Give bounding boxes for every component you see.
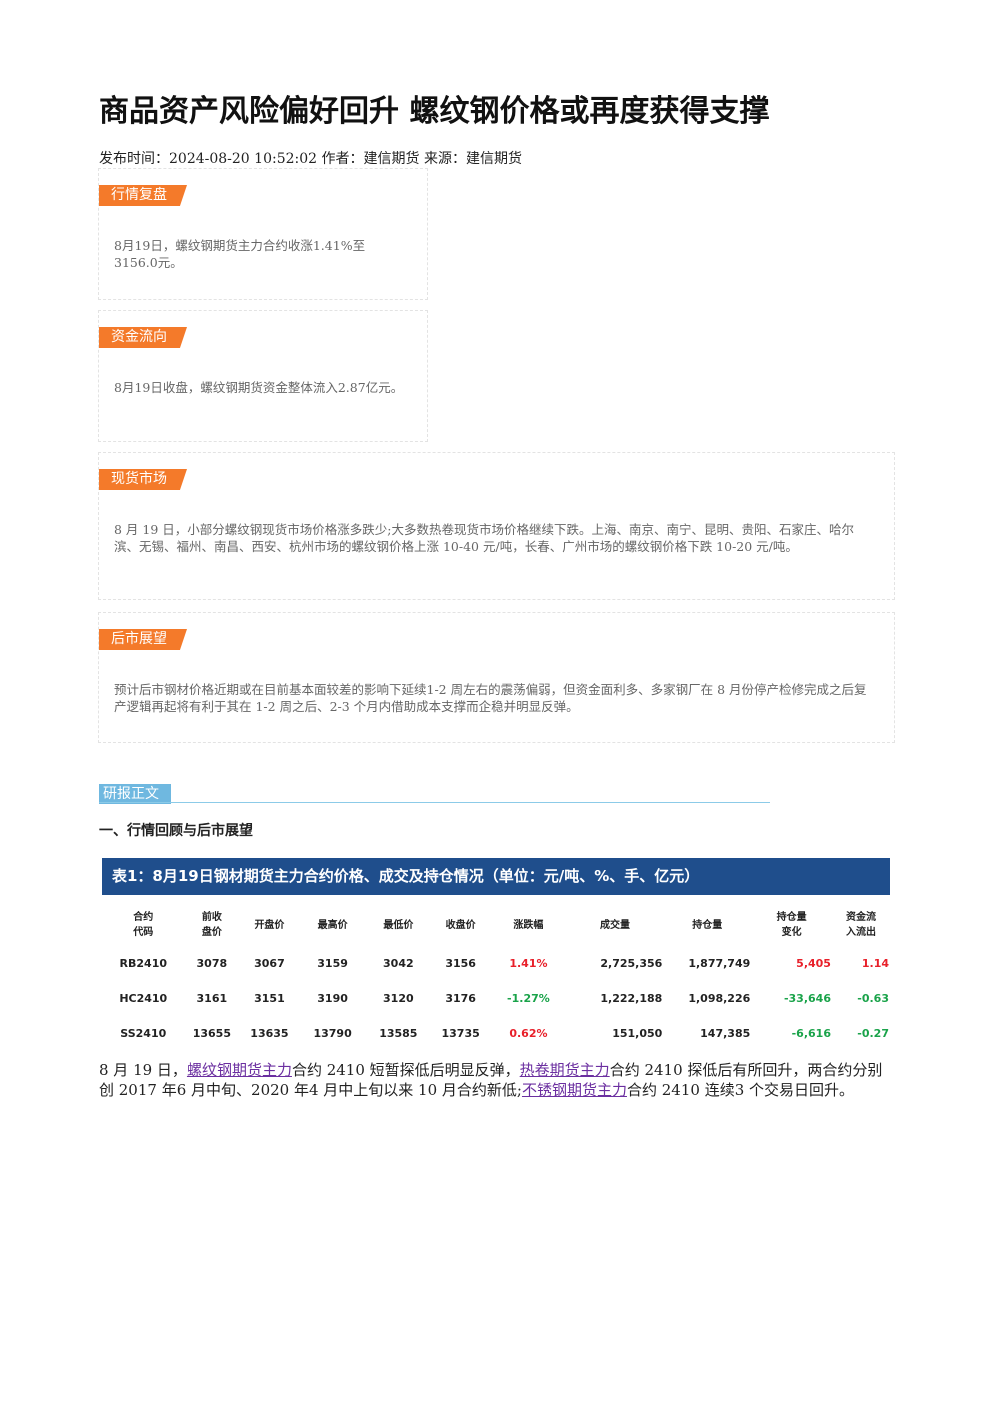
table-cell: 151,050 [612,1027,663,1040]
table-cell: -0.63 [857,992,889,1005]
text: 合约 2410 短暂探低后明显反弹， [291,1061,520,1079]
table-cell: -0.27 [857,1027,889,1040]
section-tag: 资金流向 [99,327,187,348]
link[interactable]: 不锈钢期货主力 [521,1081,627,1099]
section-text: 预计后市钢材价格近期或在目前基本面较差的影响下延续1-2 周左右的震荡偏弱，但资… [114,682,867,714]
table-cell: 3151 [254,992,285,1005]
table-cell: 3161 [196,992,228,1005]
table-cell: HC2410 [119,992,168,1005]
table-cell: 3176 [445,992,476,1005]
report-tag: 研报正文 [99,784,171,804]
table-cell: -1.27% [507,992,550,1005]
report-heading: 一、行情回顾与后市展望 [99,823,253,839]
table-cell: 3120 [383,992,414,1005]
column-header: 成交量 [600,919,631,931]
table-cell: 2,725,356 [600,957,663,970]
table-cell: 13790 [313,1027,352,1040]
column-header: 最高价 [317,919,348,931]
column-header: 最低价 [383,919,414,931]
table-cell: 1.41% [509,957,548,970]
column-header: 收盘价 [445,919,476,931]
table-cell: 13655 [192,1027,231,1040]
divider [99,802,770,803]
link[interactable]: 热卷期货主力 [519,1061,610,1079]
table-cell: SS2410 [120,1027,167,1040]
section-text: 8月19日收盘，螺纹钢期货资金整体流入2.87亿元。 [114,380,404,395]
section-box: 行情复盘 8月19日，螺纹钢期货主力合约收涨1.41%至3156.0元。 [98,168,428,300]
section-box: 资金流向 8月19日收盘，螺纹钢期货资金整体流入2.87亿元。 [98,310,428,442]
header-row: 合约 代码 前收 盘价 开盘价 最高价 最低价 收盘价 涨跌幅 成交量 持仓量 持仓量 变化 资金流… [102,900,890,946]
table-cell: 147,385 [700,1027,751,1040]
section-tag: 行情复盘 [99,185,187,206]
table-caption: 表1：8月19日钢材期货主力合约价格、成交及持仓情况（单位：元/吨、%、手、亿元… [102,858,890,895]
text: 8 月 19 日， [99,1061,187,1079]
table-cell: 3078 [196,957,228,970]
meta: 发布时间：2024-08-20 10:52:02 作者：建信期货 来源：建信期货 [99,151,522,167]
table-cell: 3067 [254,957,285,970]
section-tag: 现货市场 [99,469,187,490]
column-header: 持仓量 变化 [776,912,807,938]
title: 商品资产风险偏好回升 螺纹钢价格或再度获得支撑 [99,94,770,129]
table-cell: 5,405 [796,957,831,970]
column-header: 前收 盘价 [201,912,222,938]
table-cell: RB2410 [119,957,168,970]
table-row: RB2410 3078 3067 3159 3042 3156 1.41% 2,725,356… [102,946,890,981]
section-text: 8月19日，螺纹钢期货主力合约收涨1.41%至3156.0元。 [114,238,366,270]
section-text: 8 月 19 日，小部分螺纹钢现货市场价格涨多跌少;大多数热卷现货市场价格继续下… [114,522,854,554]
table-body: RB2410 3078 3067 3159 3042 3156 1.41% 2,725,356… [102,946,890,1051]
section-tag: 后市展望 [99,629,187,650]
column-header: 涨跌幅 [513,919,544,931]
paragraph: 8 月 19 日，螺纹钢期货主力合约 2410 短暂探低后明显反弹，热卷期货主力… [99,1060,891,1100]
column-header: 资金流 入流出 [845,912,876,938]
table-cell: 13585 [379,1027,418,1040]
section-box: 现货市场 8 月 19 日，小部分螺纹钢现货市场价格涨多跌少;大多数热卷现货市场价… [98,452,895,600]
table-cell: 0.62% [509,1027,548,1040]
table-cell: -6,616 [791,1027,831,1040]
table-row: SS2410 13655 13635 13790 13585 13735 0.62% 151,… [102,1016,890,1051]
data-table: 合约 代码 前收 盘价 开盘价 最高价 最低价 收盘价 涨跌幅 成交量 持仓量 持仓量 变化 资金流… [102,900,890,1051]
table-cell: 3190 [317,992,348,1005]
table-row: HC2410 3161 3151 3190 3120 3176 -1.27% 1,222,18… [102,981,890,1016]
table-cell: 3159 [317,957,348,970]
section-box: 后市展望预计后市钢材价格近期或在目前基本面较差的影响下延续1-2 周左右的震荡偏… [98,612,895,743]
table-cell: 13635 [250,1027,289,1040]
table-cell: 1,222,188 [600,992,663,1005]
table-cell: 13735 [441,1027,480,1040]
text: 合约 2410 连续3 个交易日回升。 [626,1081,855,1099]
table-cell: 1.14 [861,957,889,970]
text: 合约 2410 探低后有所回升，两合约分别创 2017 年6 月中旬、2020 … [99,1061,883,1099]
table-cell: 1,877,749 [688,957,751,970]
link[interactable]: 螺纹钢期货主力 [186,1061,292,1079]
table-cell: 1,098,226 [688,992,751,1005]
table-cell: 3042 [383,957,414,970]
column-header: 合约 代码 [133,912,154,938]
table-cell: -33,646 [783,992,831,1005]
column-header: 开盘价 [254,919,285,931]
column-header: 持仓量 [692,919,723,931]
table-cell: 3156 [445,957,476,970]
